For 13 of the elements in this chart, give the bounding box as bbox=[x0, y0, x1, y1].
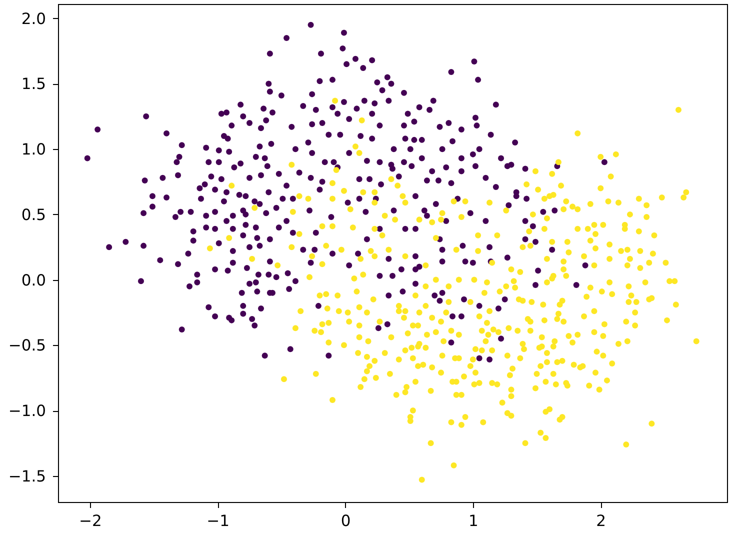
y-tick-label: 1.0 bbox=[21, 140, 46, 159]
x-tick-label: 2 bbox=[596, 512, 606, 530]
y-tick-label: −1.0 bbox=[8, 402, 46, 420]
y-tick-label: −1.5 bbox=[8, 467, 46, 486]
y-tick-label: 1.5 bbox=[21, 75, 46, 94]
y-tick-label: 0.5 bbox=[21, 206, 46, 224]
y-tick-label: −0.5 bbox=[8, 336, 46, 355]
y-tick-label: 2.0 bbox=[21, 10, 46, 28]
x-tick-label: −2 bbox=[78, 512, 102, 530]
x-tick-label: 1 bbox=[468, 512, 478, 530]
x-tick-label: 0 bbox=[340, 512, 351, 530]
y-tick-label: 0.0 bbox=[21, 271, 46, 290]
x-tick-label: −1 bbox=[206, 512, 230, 530]
